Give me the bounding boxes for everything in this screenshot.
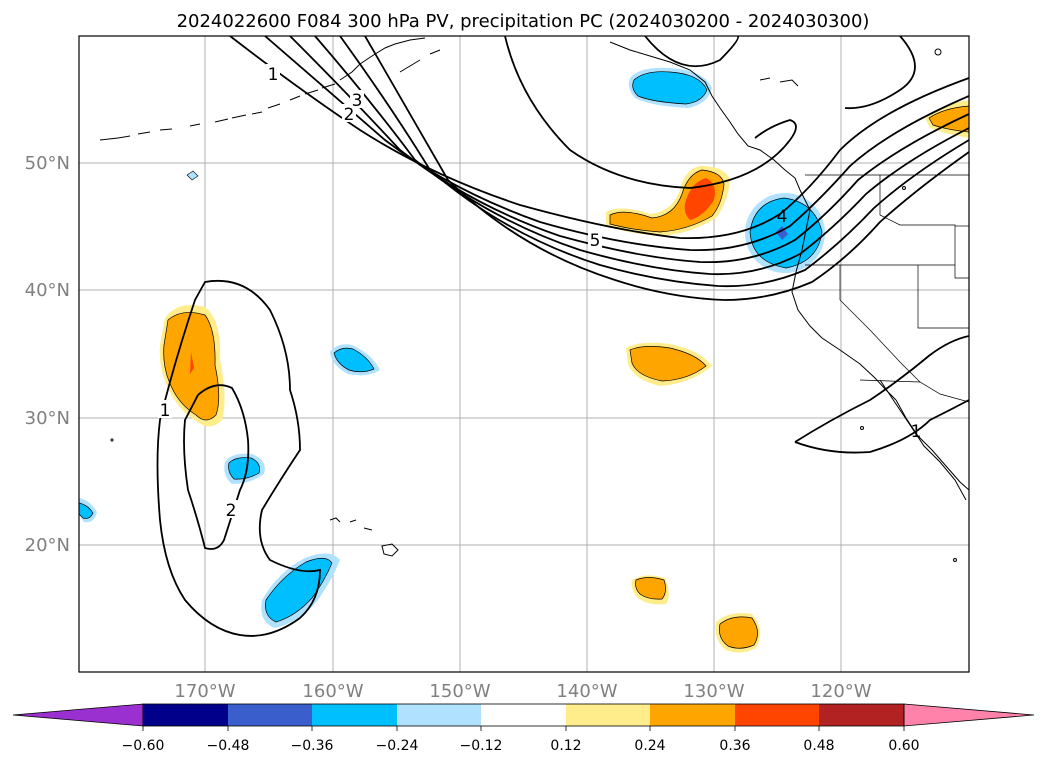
lat-label: 30°N xyxy=(25,408,70,429)
colorbar-tick-label: −0.12 xyxy=(460,738,503,754)
lon-label: 160°W xyxy=(302,681,363,702)
colorbar-bin xyxy=(650,704,735,726)
political-borders xyxy=(805,174,969,403)
lon-label: 120°W xyxy=(810,681,871,702)
colorbar-tick-label: −0.48 xyxy=(207,738,250,754)
pv-contour-labels: 1 2 3 5 1 2 4 1 xyxy=(158,64,921,521)
colorbar-bin xyxy=(312,704,397,726)
contour-label: 2 xyxy=(344,105,355,125)
colorbar: −0.60 −0.48 −0.36 −0.24 −0.12 0.12 0.24 … xyxy=(12,703,1035,754)
contour-label: 1 xyxy=(160,401,171,421)
contour-label: 5 xyxy=(590,231,601,251)
colorbar-tick-label: −0.24 xyxy=(376,738,419,754)
longitude-labels: 170°W 160°W 150°W 140°W 130°W 120°W xyxy=(174,681,871,702)
colorbar-bin xyxy=(481,704,566,726)
colorbar-bin xyxy=(566,704,650,726)
colorbar-bin xyxy=(819,704,904,726)
lat-label: 40°N xyxy=(25,280,70,301)
latitude-labels: 50°N 40°N 30°N 20°N xyxy=(25,153,70,556)
colorbar-tick-label: 0.36 xyxy=(719,738,750,754)
figure-title: 2024022600 F084 300 hPa PV, precipitatio… xyxy=(177,11,870,32)
precip-anomalies xyxy=(79,67,969,653)
lat-label: 50°N xyxy=(25,153,70,174)
gridlines xyxy=(79,36,969,672)
colorbar-ticks xyxy=(142,726,905,731)
lon-label: 140°W xyxy=(556,681,617,702)
pv-contours xyxy=(156,36,969,637)
colorbar-tick-label: −0.60 xyxy=(122,738,165,754)
map-frame xyxy=(78,35,970,673)
colorbar-bin xyxy=(735,704,819,726)
lon-label: 130°W xyxy=(683,681,744,702)
lat-label: 20°N xyxy=(25,535,70,556)
map-panel: 1 2 3 5 1 2 4 1 xyxy=(78,35,970,673)
contour-label: 2 xyxy=(226,501,237,521)
colorbar-bin xyxy=(143,704,228,726)
lon-label: 170°W xyxy=(174,681,235,702)
colorbar-bin xyxy=(397,704,481,726)
colorbar-tick-label: 0.12 xyxy=(550,738,581,754)
colorbar-over-arrow xyxy=(903,703,1035,727)
contour-label: 1 xyxy=(911,422,922,442)
colorbar-tick-label: 0.24 xyxy=(634,738,665,754)
coastlines xyxy=(99,37,969,562)
lon-label: 150°W xyxy=(429,681,490,702)
colorbar-under-arrow xyxy=(12,703,144,727)
colorbar-tick-label: 0.48 xyxy=(803,738,834,754)
colorbar-bin xyxy=(228,704,312,726)
contour-label: 3 xyxy=(352,91,363,111)
contour-label: 4 xyxy=(777,207,788,227)
colorbar-frame xyxy=(142,703,905,727)
colorbar-tick-label: −0.36 xyxy=(291,738,334,754)
colorbar-tick-label: 0.60 xyxy=(888,738,919,754)
contour-label: 1 xyxy=(268,65,279,85)
